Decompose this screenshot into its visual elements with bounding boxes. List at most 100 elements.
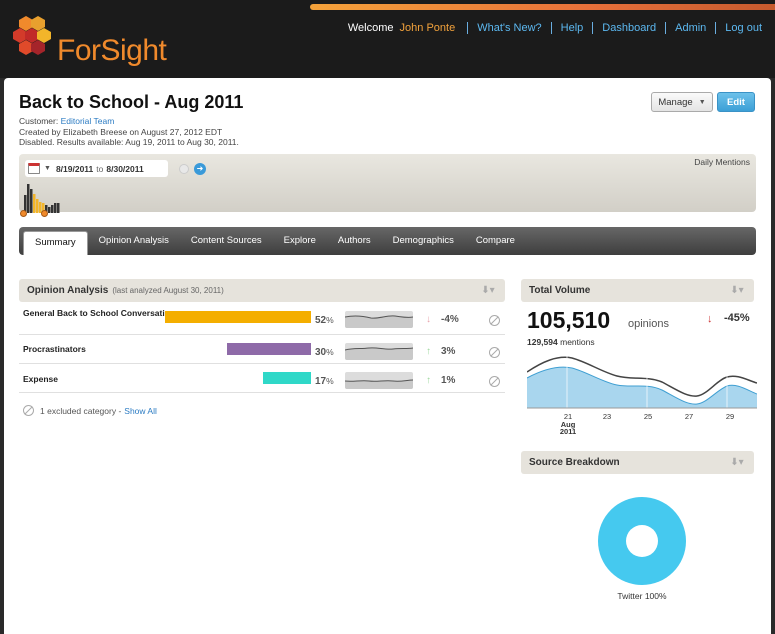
- exclude-icon[interactable]: [489, 347, 500, 358]
- trend-down-icon: ↓: [426, 314, 431, 325]
- tab-summary[interactable]: Summary: [23, 231, 88, 255]
- mentions-bar: [27, 184, 30, 213]
- mentions-bar: [54, 203, 57, 213]
- x-tick: 27: [685, 412, 693, 421]
- opinion-delta: 3%: [441, 346, 456, 357]
- nav-whats-new[interactable]: What's New?: [467, 22, 550, 34]
- tab-authors[interactable]: Authors: [337, 235, 371, 246]
- x-month: Aug: [561, 420, 576, 429]
- end-date: 8/30/2011: [106, 163, 144, 174]
- calendar-icon: [28, 163, 40, 174]
- chevron-down-icon: ▼: [698, 98, 706, 106]
- customer-label: Customer:: [19, 116, 59, 126]
- opinion-percent: 52%: [315, 315, 334, 326]
- source-donut-chart[interactable]: [598, 497, 686, 585]
- manage-label: Manage: [658, 96, 693, 108]
- mentions-bar: [45, 205, 48, 213]
- source-breakdown-title: Source Breakdown: [529, 457, 620, 468]
- opinion-row-name: Expense: [23, 374, 58, 384]
- download-icon[interactable]: ⬇▾: [481, 285, 495, 296]
- download-icon[interactable]: ⬇▾: [730, 285, 744, 296]
- logo-text: ForSight: [57, 34, 167, 67]
- date-range-picker[interactable]: ▼ 8/19/2011 to 8/30/2011: [25, 160, 168, 177]
- total-volume-title: Total Volume: [529, 285, 591, 296]
- opinion-delta: 1%: [441, 375, 456, 386]
- opinion-row[interactable]: General Back to School Conversation 52% …: [19, 306, 505, 335]
- opinion-row[interactable]: Procrastinators 30% ↑ 3%: [19, 335, 505, 364]
- opinion-analysis-title: Opinion Analysis: [27, 285, 109, 296]
- nav-log-out[interactable]: Log out: [715, 22, 771, 34]
- exclude-icon[interactable]: [489, 315, 500, 326]
- x-tick: 23: [603, 412, 611, 421]
- daily-mentions-label: Daily Mentions: [694, 157, 750, 167]
- opinion-percent: 30%: [315, 347, 334, 358]
- source-donut-label: Twitter 100%: [617, 591, 667, 601]
- welcome-label: Welcome: [347, 22, 394, 34]
- welcome-text: Welcome John Ponte: [348, 22, 455, 34]
- main-panel: Back to School - Aug 2011 Customer: Edit…: [4, 78, 771, 634]
- nav-admin[interactable]: Admin: [665, 22, 715, 34]
- total-opinions-value: 105,510: [527, 307, 611, 333]
- opinion-sparkline: [345, 343, 413, 360]
- opinion-percent-value: 30: [315, 347, 327, 358]
- source-breakdown-header: Source Breakdown ⬇▾: [521, 451, 754, 474]
- opinion-row[interactable]: Expense 17% ↑ 1%: [19, 364, 505, 393]
- x-tick: 25: [644, 412, 652, 421]
- excluded-categories: 1 excluded category - Show All: [23, 405, 157, 416]
- trend-up-icon: ↑: [426, 375, 431, 386]
- total-volume-chart: 21 23 25 27 29 Aug 2011: [527, 350, 757, 434]
- start-date: 8/19/2011: [55, 163, 94, 174]
- customer-link[interactable]: Editorial Team: [60, 116, 115, 126]
- range-start-handle[interactable]: [20, 210, 27, 217]
- range-end-handle[interactable]: [41, 210, 48, 217]
- forsight-logo[interactable]: ForSight: [12, 14, 182, 70]
- opinion-analysis-header: Opinion Analysis (last analyzed August 3…: [19, 279, 505, 302]
- mentions-bar: [51, 205, 54, 213]
- top-bar: ForSight Welcome John Ponte What's New? …: [0, 0, 775, 78]
- manage-button[interactable]: Manage ▼: [651, 92, 713, 112]
- tab-bar: Summary Opinion Analysis Content Sources…: [19, 227, 756, 255]
- total-volume-delta: -45%: [724, 312, 750, 324]
- opinion-sparkline: [345, 311, 413, 328]
- accent-strip: [310, 4, 775, 10]
- user-name[interactable]: John Ponte: [399, 22, 456, 34]
- total-opinions-unit: opinions: [628, 318, 669, 330]
- tab-compare[interactable]: Compare: [475, 235, 515, 246]
- tab-demographics[interactable]: Demographics: [392, 235, 454, 246]
- opinion-bar: [227, 343, 311, 355]
- last-analyzed-text: (last analyzed August 30, 2011): [112, 286, 224, 295]
- timeline-prev-button[interactable]: [179, 164, 189, 174]
- opinion-bar: [165, 311, 311, 323]
- mentions-bar: [39, 202, 42, 213]
- opinion-sparkline: [345, 372, 413, 389]
- daily-mentions-sparkbars: [24, 184, 60, 213]
- x-year: 2011: [560, 427, 576, 434]
- edit-button[interactable]: Edit: [717, 92, 755, 112]
- nav-help[interactable]: Help: [550, 22, 593, 34]
- timeline-panel: Daily Mentions ▼ 8/19/2011 to 8/30/2011 …: [19, 154, 756, 217]
- timeline-next-button[interactable]: ➜: [194, 163, 206, 175]
- tab-opinion-analysis[interactable]: Opinion Analysis: [98, 235, 169, 246]
- date-to-label: to: [96, 163, 104, 174]
- project-meta: Customer: Editorial Team Created by Eliz…: [19, 116, 239, 148]
- exclude-icon[interactable]: [489, 376, 500, 387]
- x-tick: 21: [564, 412, 572, 421]
- trend-down-icon: ↓: [707, 313, 713, 325]
- show-all-link[interactable]: Show All: [124, 405, 157, 416]
- mentions-bar: [33, 194, 36, 213]
- opinion-bar: [263, 372, 311, 384]
- x-tick: 29: [726, 412, 734, 421]
- page-title: Back to School - Aug 2011: [19, 92, 244, 112]
- mentions-bar: [48, 207, 51, 213]
- opinion-row-name: General Back to School Conversation: [23, 308, 176, 318]
- mentions-bar: [30, 189, 33, 213]
- tab-explore[interactable]: Explore: [283, 235, 316, 246]
- opinion-percent-value: 17: [315, 376, 327, 387]
- nav-dashboard[interactable]: Dashboard: [592, 22, 665, 34]
- top-nav: Welcome John Ponte What's New? Help Dash…: [348, 22, 771, 34]
- mentions-bar: [42, 203, 45, 213]
- trend-up-icon: ↑: [426, 346, 431, 357]
- total-mentions: 129,594 mentions: [527, 337, 595, 347]
- tab-content-sources[interactable]: Content Sources: [190, 235, 262, 246]
- download-icon[interactable]: ⬇▾: [730, 457, 744, 468]
